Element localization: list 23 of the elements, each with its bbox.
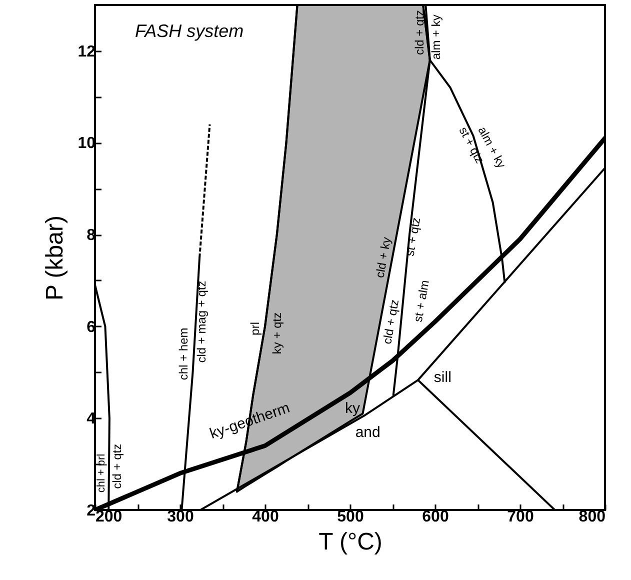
annotation: cld + ky	[372, 236, 394, 279]
y-tick-label: 12	[78, 43, 96, 60]
annotation: ky + qtz	[270, 312, 284, 354]
annotation: prl	[248, 322, 262, 336]
annotation: ky	[345, 400, 361, 418]
annotation: cld + mag + qtz	[194, 280, 208, 363]
text: FASH system	[135, 21, 244, 41]
y-axis-title: P (kbar)	[42, 216, 69, 300]
annotation: st + alm	[410, 279, 432, 324]
annotation: sill	[434, 368, 452, 386]
x-tick-label: 400	[252, 508, 279, 526]
x-axis-title: T (°C)	[318, 528, 382, 556]
x-tick-label: 600	[422, 508, 449, 526]
x-tick-label: 300	[167, 508, 194, 526]
annotation: cld + qtz	[110, 444, 124, 489]
x-tick-label: 800	[578, 508, 606, 526]
annotation: chl + hem	[176, 328, 190, 380]
annotation: alm + ky	[428, 14, 443, 60]
y-tick-label: 2	[86, 502, 96, 520]
annotation: cld + qtz	[380, 298, 402, 346]
x-tick-label: 500	[337, 508, 364, 526]
annotation: and	[355, 424, 380, 441]
x-tick-label: 200	[96, 508, 122, 526]
